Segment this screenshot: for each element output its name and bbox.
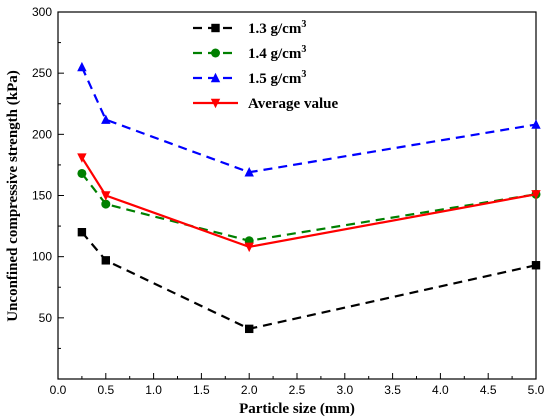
data-point [531, 261, 541, 270]
legend-item: Average value [193, 96, 338, 112]
data-point [101, 191, 111, 201]
legend-label: 1.4 g/cm3 [248, 44, 306, 62]
legend-label: 1.3 g/cm3 [248, 19, 306, 37]
series-3 [77, 61, 541, 177]
x-tick-label: 2.5 [289, 383, 306, 397]
x-tick-label: 0.0 [50, 383, 67, 397]
data-point [101, 256, 110, 265]
data-point [77, 61, 87, 72]
x-axis: 0.0 0.5 1.0 1.5 2.0 2.5 3.0 3.5 4.0 4.5 5.0 [50, 373, 545, 397]
legend-item: 1.3 g/cm3 [193, 19, 306, 37]
series-line [81, 172, 537, 242]
y-axis: 50 100 150 200 250 300 [32, 5, 64, 349]
legend: 1.3 g/cm3 1.4 g/cm3 1.5 g/cm3 Average value [193, 19, 338, 112]
x-tick-label: 3.0 [336, 383, 353, 397]
legend-marker [211, 23, 220, 33]
series-line [80, 66, 537, 174]
y-tick-label: 300 [32, 5, 52, 19]
legend-marker [210, 72, 221, 83]
series-line [81, 231, 537, 330]
x-tick-label: 0.5 [97, 383, 114, 397]
legend-label: Average value [248, 96, 338, 112]
x-axis-label: Particle size (mm) [239, 401, 355, 417]
data-point [245, 324, 254, 334]
x-tick-label: 1.0 [145, 383, 162, 397]
plot-frame [57, 11, 537, 380]
series-4 [77, 153, 541, 253]
data-point [77, 168, 87, 178]
data-point [101, 114, 111, 124]
x-tick-label: 4.5 [480, 383, 497, 397]
legend-marker [210, 98, 221, 109]
data-point [244, 242, 254, 253]
x-tick-label: 2.0 [241, 383, 258, 397]
y-tick-label: 50 [39, 311, 53, 325]
series-line [80, 156, 537, 249]
y-axis-label: Unconfined compressive strength (kPa) [5, 70, 21, 322]
legend-item: 1.4 g/cm3 [193, 44, 306, 62]
x-tick-label: 3.5 [384, 383, 401, 397]
y-tick-label: 200 [32, 127, 52, 141]
legend-marker [211, 48, 220, 58]
data-point [531, 119, 541, 129]
data-point [77, 228, 87, 237]
legend-label: 1.5 g/cm3 [248, 69, 306, 87]
x-tick-label: 1.5 [193, 383, 210, 397]
x-tick-label: 5.0 [528, 383, 545, 397]
x-tick-label: 4.0 [432, 383, 449, 397]
data-point [244, 167, 254, 177]
data-point [101, 199, 111, 209]
legend-item: 1.5 g/cm3 [193, 69, 306, 87]
data-point [531, 190, 541, 200]
y-tick-label: 250 [32, 66, 52, 80]
series-1 [77, 228, 541, 334]
y-tick-label: 150 [32, 189, 52, 203]
y-tick-label: 100 [32, 250, 52, 264]
data-point [77, 153, 87, 163]
series-layer [77, 61, 541, 334]
